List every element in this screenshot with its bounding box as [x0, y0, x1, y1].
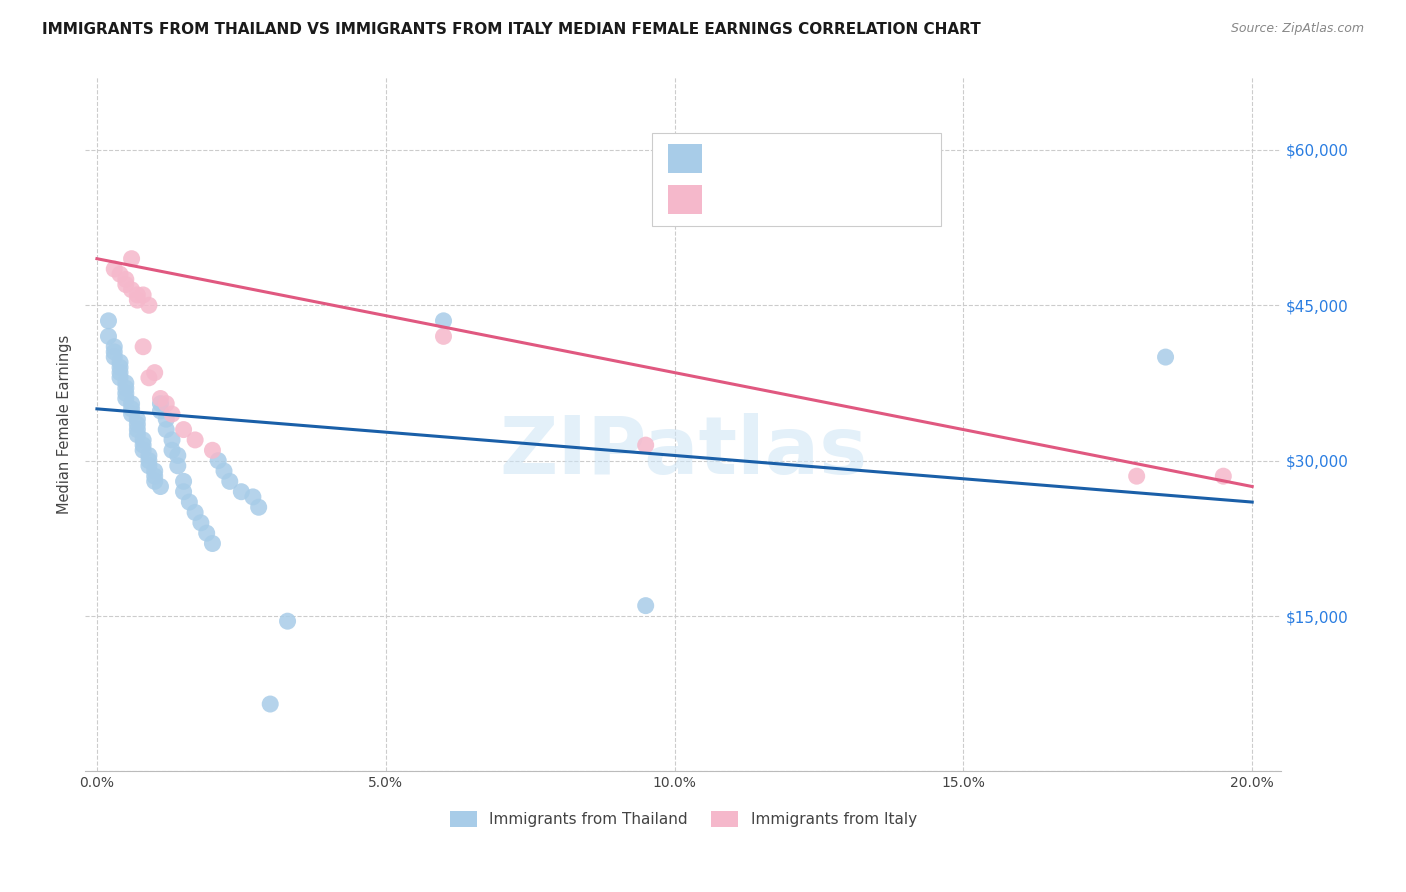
- Point: [121, 252, 143, 266]
- Point: [108, 371, 131, 385]
- Text: N =: N =: [814, 151, 846, 166]
- Point: [432, 329, 454, 343]
- Point: [231, 484, 253, 499]
- Legend: Immigrants from Thailand, Immigrants from Italy: Immigrants from Thailand, Immigrants fro…: [443, 805, 922, 833]
- Point: [173, 423, 195, 437]
- Point: [103, 345, 125, 359]
- Point: [173, 475, 195, 489]
- Point: [247, 500, 270, 515]
- Point: [1125, 469, 1147, 483]
- Point: [121, 407, 143, 421]
- Point: [132, 433, 155, 447]
- Text: N =: N =: [814, 192, 846, 207]
- Point: [127, 427, 149, 442]
- Point: [201, 443, 224, 458]
- Text: IMMIGRANTS FROM THAILAND VS IMMIGRANTS FROM ITALY MEDIAN FEMALE EARNINGS CORRELA: IMMIGRANTS FROM THAILAND VS IMMIGRANTS F…: [42, 22, 981, 37]
- Point: [103, 340, 125, 354]
- Point: [149, 404, 172, 418]
- Point: [184, 433, 207, 447]
- Point: [108, 355, 131, 369]
- Point: [155, 397, 177, 411]
- Point: [184, 505, 207, 519]
- Point: [114, 376, 136, 390]
- Text: -0.305: -0.305: [751, 151, 803, 166]
- Point: [143, 366, 166, 380]
- Point: [138, 458, 160, 473]
- Point: [97, 314, 120, 328]
- Point: [207, 453, 229, 467]
- Point: [155, 412, 177, 426]
- Point: [114, 386, 136, 401]
- Point: [277, 614, 299, 628]
- Point: [218, 475, 240, 489]
- Text: 56: 56: [852, 151, 872, 166]
- Point: [138, 298, 160, 312]
- Point: [103, 262, 125, 277]
- Point: [138, 453, 160, 467]
- Point: [160, 433, 183, 447]
- Text: R =: R =: [711, 192, 742, 207]
- Point: [160, 443, 183, 458]
- Point: [114, 392, 136, 406]
- Point: [127, 288, 149, 302]
- Point: [173, 484, 195, 499]
- Point: [127, 423, 149, 437]
- Y-axis label: Median Female Earnings: Median Female Earnings: [58, 334, 72, 514]
- Point: [155, 423, 177, 437]
- Point: [138, 449, 160, 463]
- Point: [108, 360, 131, 375]
- Text: R =: R =: [711, 151, 742, 166]
- Point: [259, 697, 281, 711]
- Point: [138, 371, 160, 385]
- Text: ZIPatlas: ZIPatlas: [499, 413, 868, 491]
- Point: [132, 340, 155, 354]
- Point: [160, 407, 183, 421]
- Point: [121, 283, 143, 297]
- Point: [132, 288, 155, 302]
- Point: [634, 438, 657, 452]
- Point: [212, 464, 235, 478]
- Point: [132, 438, 155, 452]
- Point: [166, 449, 188, 463]
- Point: [149, 397, 172, 411]
- Point: [143, 469, 166, 483]
- Point: [1212, 469, 1234, 483]
- Point: [132, 443, 155, 458]
- Point: [127, 412, 149, 426]
- Point: [108, 366, 131, 380]
- Point: [121, 397, 143, 411]
- Point: [242, 490, 264, 504]
- Text: 23: 23: [852, 192, 872, 207]
- Point: [121, 401, 143, 416]
- Point: [114, 277, 136, 292]
- Point: [127, 417, 149, 432]
- Point: [103, 350, 125, 364]
- Point: [190, 516, 212, 530]
- Point: [195, 526, 218, 541]
- Point: [166, 458, 188, 473]
- Point: [143, 464, 166, 478]
- Point: [634, 599, 657, 613]
- Text: Source: ZipAtlas.com: Source: ZipAtlas.com: [1230, 22, 1364, 36]
- Point: [114, 381, 136, 395]
- Point: [108, 267, 131, 281]
- Point: [1154, 350, 1177, 364]
- Point: [127, 293, 149, 307]
- Point: [432, 314, 454, 328]
- Text: -0.729: -0.729: [751, 192, 803, 207]
- Point: [143, 475, 166, 489]
- Point: [97, 329, 120, 343]
- Point: [149, 479, 172, 493]
- Point: [114, 272, 136, 286]
- Point: [179, 495, 201, 509]
- Point: [201, 536, 224, 550]
- Point: [149, 392, 172, 406]
